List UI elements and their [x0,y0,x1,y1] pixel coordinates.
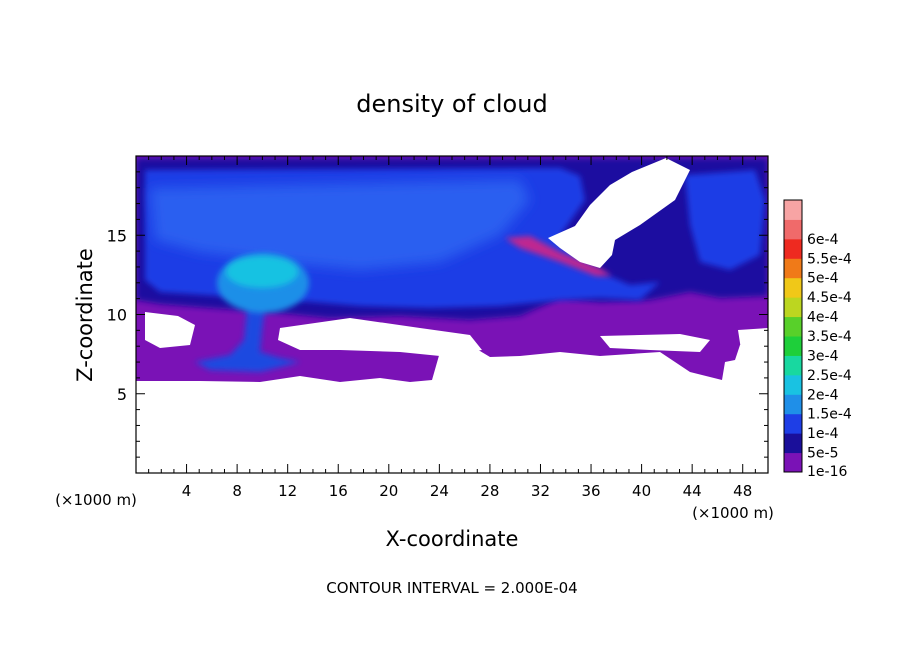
x-unit-label: (×1000 m) [692,504,774,522]
colorbar-swatch [784,374,802,395]
colorbar-label: 4e-4 [807,310,839,326]
colorbar-label: 6e-4 [807,232,839,248]
colorbar-swatch [784,316,802,337]
colorbar-label: 5e-5 [807,446,838,462]
colorbar-swatch [784,452,802,473]
x-tick-label: 36 [581,482,600,500]
chart-title: density of cloud [356,90,547,118]
x-tick-label: 8 [232,482,242,500]
clear-gap-right-edge [738,328,768,356]
y-tick-label: 10 [107,306,127,325]
colorbar-label: 5.5e-4 [807,251,852,267]
colorbar-label: 2e-4 [807,387,839,403]
colorbar-label: 1e-4 [807,426,839,442]
x-tick-label: 4 [182,482,192,500]
plot-area [136,156,768,473]
colorbar-swatch [784,297,802,318]
colorbar-label: 2.5e-4 [807,368,852,384]
colorbar: 1e-16 5e-5 1e-4 1.5e-4 2e-4 2.5e-4 3e-4 3.5e-4 4… [783,199,852,480]
clear-gap-low-left [145,312,195,348]
colorbar-swatch [784,336,802,356]
colorbar-swatch [784,394,802,415]
y-tick-label: 15 [107,226,127,245]
clear-lower-region [136,382,768,473]
colorbar-frame [783,199,803,473]
clear-gap-upper-right [548,158,690,268]
colorbar-swatch [784,413,802,434]
x-tick-label: 40 [632,482,651,500]
colorbar-label: 1e-16 [807,464,847,480]
shear-streak [505,236,612,276]
colorbar-label: 3.5e-4 [807,329,852,345]
colorbar-label: 5e-4 [807,271,839,287]
x-tick-label: 24 [430,482,449,500]
x-tick-label: 32 [531,482,550,500]
clear-gap-low-mid [278,318,482,356]
cloud-right-blue [685,170,765,270]
colorbar-swatch [784,200,802,220]
x-tick-label: 16 [329,482,348,500]
x-tick-label: 28 [480,482,499,500]
cloud-region-light-blue [150,180,530,270]
clear-gap-low-right [600,334,710,352]
x-tick-label: 20 [379,482,398,500]
x-tick-label: 44 [683,482,702,500]
colorbar-swatch [784,258,802,279]
x-tick-label: 48 [733,482,752,500]
colorbar-label: 1.5e-4 [807,407,852,423]
z-unit-label: (×1000 m) [55,491,137,509]
plume-head-inner [226,256,298,288]
cloud-field [136,156,768,473]
colorbar-swatch [784,238,802,259]
colorbar-swatch [784,433,802,454]
x-tick-label: 12 [278,482,297,500]
colorbar-label: 3e-4 [807,348,839,364]
contour-interval-note: CONTOUR INTERVAL = 2.000E-04 [326,579,577,597]
plume-stem [195,300,300,372]
y-tick-label: 5 [117,385,127,404]
x-axis-title: X-coordinate [386,527,519,551]
colorbar-swatch [784,219,802,240]
colorbar-swatch [784,277,802,298]
colorbar-label: 4.5e-4 [807,290,852,306]
colorbar-swatch [784,355,802,376]
y-axis-title: Z-coordinate [73,248,97,382]
